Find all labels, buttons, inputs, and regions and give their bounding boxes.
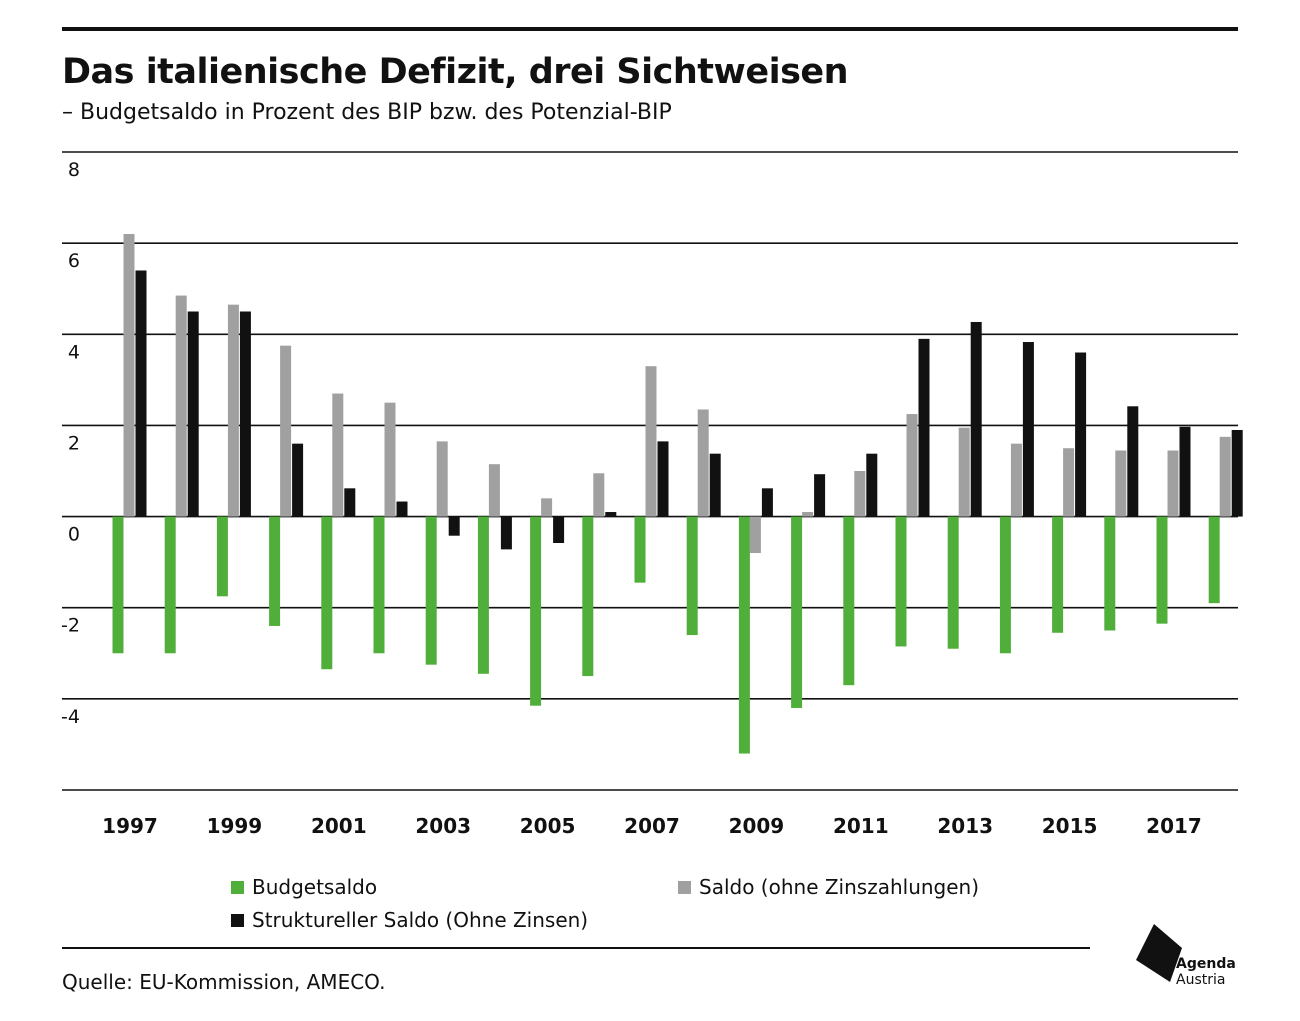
bar-2-2013 <box>970 321 982 517</box>
bar-0-2008 <box>686 516 698 636</box>
bar-2-2002 <box>396 501 408 517</box>
bar-1-1998 <box>175 295 187 517</box>
bar-2-1997 <box>135 270 147 517</box>
x-tick-label: 2015 <box>1042 814 1098 838</box>
bar-1-2002 <box>384 402 396 517</box>
bar-0-1999 <box>216 516 228 597</box>
bar-0-2012 <box>895 516 907 647</box>
bar-1-2011 <box>854 471 866 517</box>
bar-0-2005 <box>530 516 542 706</box>
bar-0-2002 <box>373 516 385 654</box>
source-note: Quelle: EU-Kommission, AMECO. <box>62 970 386 994</box>
bar-1-2005 <box>541 498 553 517</box>
bar-0-2000 <box>269 516 281 626</box>
y-tick-label: 2 <box>68 432 80 454</box>
bar-0-2014 <box>999 516 1011 654</box>
bar-0-2001 <box>321 516 333 670</box>
bar-0-1998 <box>164 516 176 654</box>
bar-2-1999 <box>239 311 251 517</box>
bar-2-2009 <box>761 488 773 517</box>
y-tick-label: 6 <box>68 250 80 272</box>
logo-mark-icon <box>1136 924 1182 982</box>
x-tick-label: 2007 <box>624 814 680 838</box>
bar-1-1999 <box>227 304 239 517</box>
bar-0-2003 <box>425 516 437 665</box>
x-tick-label: 1999 <box>207 814 263 838</box>
logo-text-agenda: Agenda <box>1176 956 1236 972</box>
bar-2-2001 <box>344 488 356 517</box>
bar-0-2018 <box>1208 516 1220 604</box>
bar-2-2008 <box>709 453 721 517</box>
x-tick-label: 2011 <box>833 814 889 838</box>
bar-1-2008 <box>697 409 709 517</box>
bar-2-2012 <box>918 338 930 517</box>
x-tick-label: 2009 <box>729 814 785 838</box>
bar-1-2009 <box>749 516 761 554</box>
bar-1-2006 <box>593 473 605 517</box>
bar-1-2004 <box>488 464 500 517</box>
x-tick-label: 2001 <box>311 814 367 838</box>
bar-1-2017 <box>1167 450 1179 517</box>
bar-1-2012 <box>906 414 918 517</box>
y-tick-label: -4 <box>61 706 80 728</box>
bar-0-2013 <box>947 516 959 649</box>
bar-2-2010 <box>814 474 826 517</box>
bar-2-2003 <box>448 516 460 536</box>
bar-2-2011 <box>866 453 878 517</box>
bar-1-2016 <box>1115 450 1127 517</box>
bar-1-2015 <box>1063 448 1075 517</box>
bar-0-2011 <box>843 516 855 686</box>
x-tick-label: 2005 <box>520 814 576 838</box>
bar-0-2009 <box>738 516 750 754</box>
bar-1-2000 <box>280 345 292 517</box>
bar-1-1997 <box>123 234 135 517</box>
bar-2-2007 <box>657 441 669 517</box>
bar-1-2010 <box>802 512 814 517</box>
bar-1-2013 <box>958 427 970 517</box>
tick-labels: 8 6 4 2 0 -2 -4 1997 1999 2001 2003 2005 2007 2009 201… <box>61 159 1202 838</box>
x-tick-label: 2003 <box>415 814 471 838</box>
agenda-austria-logo <box>1136 924 1182 982</box>
bar-1-2014 <box>1010 443 1022 517</box>
bar-2-2014 <box>1022 342 1034 517</box>
bar-0-1997 <box>112 516 124 654</box>
bar-0-2010 <box>791 516 803 708</box>
bar-0-2017 <box>1156 516 1168 624</box>
y-tick-label: 8 <box>68 159 80 181</box>
bar-2-2004 <box>500 516 512 550</box>
logo-text-austria: Austria <box>1176 972 1226 988</box>
x-tick-label: 2013 <box>937 814 993 838</box>
bar-1-2001 <box>332 393 344 517</box>
top-rule <box>62 27 1238 31</box>
bar-0-2007 <box>634 516 646 583</box>
bar-0-2015 <box>1052 516 1064 633</box>
x-tick-label: 1997 <box>102 814 158 838</box>
y-tick-label: -2 <box>61 615 80 637</box>
bar-2-1998 <box>187 311 199 517</box>
bar-2-2017 <box>1179 426 1191 517</box>
bar-2-2015 <box>1075 352 1087 517</box>
chart-title: Das italienische Defizit, drei Sichtweis… <box>62 52 849 92</box>
bar-2-2005 <box>553 516 565 544</box>
bar-1-2007 <box>645 366 657 517</box>
bar-2-2000 <box>292 443 304 517</box>
x-tick-label: 2017 <box>1146 814 1202 838</box>
bar-1-2018 <box>1219 436 1231 517</box>
bar-2-2006 <box>605 512 617 517</box>
bars <box>112 234 1243 754</box>
bar-2-2018 <box>1231 429 1243 517</box>
y-tick-label: 0 <box>68 524 80 546</box>
bar-1-2003 <box>436 441 448 517</box>
chart-subtitle: – Budgetsaldo in Prozent des BIP bzw. de… <box>62 100 672 125</box>
bar-0-2016 <box>1104 516 1116 631</box>
bottom-rule <box>62 947 1090 949</box>
bar-2-2016 <box>1127 406 1139 517</box>
y-tick-label: 4 <box>68 341 80 363</box>
bar-0-2006 <box>582 516 594 677</box>
bar-0-2004 <box>477 516 489 674</box>
